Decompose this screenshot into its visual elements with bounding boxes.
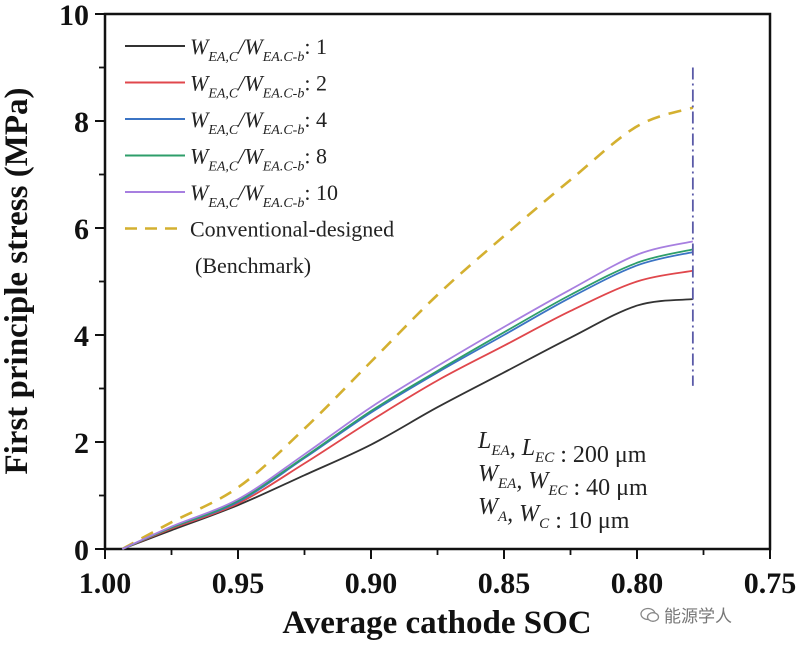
legend-label-part: 1 [310, 34, 327, 59]
legend-label-part: EA.C-b [262, 160, 305, 175]
legend-label-part: / [236, 34, 246, 59]
legend-label-part: EA,C [207, 160, 239, 175]
legend-label-0: WEA,C/WEA.C-b: 1 [190, 34, 327, 65]
legend-label-part: W [244, 71, 264, 96]
annotation-subscript: EA [497, 476, 517, 492]
annotation-value: : 40 μm [568, 475, 649, 501]
x-tick-label: 0.85 [478, 567, 531, 600]
legend-label-part: / [236, 71, 246, 96]
legend-label-part: : [304, 34, 310, 59]
x-tick-label: 0.95 [212, 567, 265, 600]
annotation-value: : 10 μm [549, 508, 630, 534]
legend-label-part: EA.C-b [262, 196, 305, 211]
legend-label-part: W [190, 71, 210, 96]
legend-label-part: 4 [310, 107, 327, 132]
legend-label-part: EA.C-b [262, 87, 305, 102]
watermark-text: 能源学人 [664, 607, 732, 627]
annotation-line-0: LEA, LEC : 200 μm [477, 428, 647, 468]
legend-label-4: WEA,C/WEA.C-b: 10 [190, 180, 338, 211]
y-tick-label: 2 [74, 427, 89, 460]
legend-label-part: 2 [310, 71, 327, 96]
legend-label-benchmark-line2: (Benchmark) [195, 253, 311, 278]
series-line-1 [121, 269, 694, 550]
annotation-symbol: L [477, 428, 491, 454]
legend-label-part: / [236, 180, 246, 205]
annotation-line-1: WEA, WEC : 40 μm [478, 461, 648, 501]
legend-label-part: EA,C [207, 50, 239, 65]
annotation-subscript: EC [547, 483, 568, 499]
y-tick-label: 0 [74, 534, 89, 567]
x-tick-label: 0.80 [611, 567, 664, 600]
annotation-symbol: , W [507, 501, 541, 527]
legend-label-part: EA,C [207, 196, 239, 211]
y-tick-label: 8 [74, 106, 89, 139]
legend-label-part: EA,C [207, 87, 239, 102]
annotation-subscript: C [539, 516, 550, 532]
series-layer [121, 67, 694, 551]
legend-label-part: W [244, 34, 264, 59]
annotation-subscript: EA [490, 443, 510, 459]
legend-label-part: 8 [310, 144, 327, 169]
legend-label-part: EA.C-b [262, 123, 305, 138]
x-tick-label: 0.75 [744, 567, 797, 600]
legend-label-part: : [304, 71, 310, 96]
annotation-subscript: EC [534, 450, 555, 466]
y-tick-label: 10 [59, 0, 89, 32]
annotation-line-2: WA, WC : 10 μm [478, 494, 630, 534]
legend-label-1: WEA,C/WEA.C-b: 2 [190, 71, 327, 102]
legend-label-part: : [304, 180, 310, 205]
axes-layer: 1.00 0.95 0.90 0.85 0.80 0.75 0 2 4 6 8 10 [59, 0, 796, 600]
annotation-value: : 200 μm [554, 442, 647, 468]
legend-label-part: W [244, 144, 264, 169]
legend-label-part: W [244, 107, 264, 132]
y-tick-label: 6 [74, 213, 89, 246]
legend-label-part: W [244, 180, 264, 205]
series-line-3 [121, 248, 694, 550]
series-line-0 [121, 298, 693, 550]
legend-label-part: EA.C-b [262, 50, 305, 65]
legend-label-part: : [304, 144, 310, 169]
legend-benchmark-line1: Conventional-designed [190, 217, 394, 242]
legend-label-part: / [236, 107, 246, 132]
watermark: 能源学人 [640, 602, 732, 627]
legend-label-part: W [190, 180, 210, 205]
legend-label-2: WEA,C/WEA.C-b: 4 [190, 107, 327, 138]
legend-label-3: WEA,C/WEA.C-b: 8 [190, 144, 327, 175]
x-axis-title: Average cathode SOC [282, 605, 591, 641]
series-line-4 [121, 240, 694, 550]
wechat-icon [640, 607, 660, 622]
legend-label-part: W [190, 144, 210, 169]
annotation-symbol: W [478, 461, 500, 487]
annotation-symbol: W [478, 494, 500, 520]
series-line-5 [121, 106, 694, 551]
annotation-subscript: A [497, 509, 508, 525]
y-tick-label: 4 [74, 320, 89, 353]
legend-label-part: 10 [310, 180, 338, 205]
legend-label-part: EA,C [207, 123, 239, 138]
x-tick-label: 0.90 [345, 567, 398, 600]
legend-label-part: W [190, 107, 210, 132]
annotation-symbol: , W [516, 468, 550, 494]
legend-label-5: Conventional-designed [190, 217, 394, 242]
legend-label-part: / [236, 144, 246, 169]
y-axis-title: First principle stress (MPa) [0, 87, 35, 474]
annotation-symbol: , L [510, 435, 535, 461]
x-tick-label: 1.00 [79, 567, 132, 600]
legend-label-part: W [190, 34, 210, 59]
legend-label-part: : [304, 107, 310, 132]
